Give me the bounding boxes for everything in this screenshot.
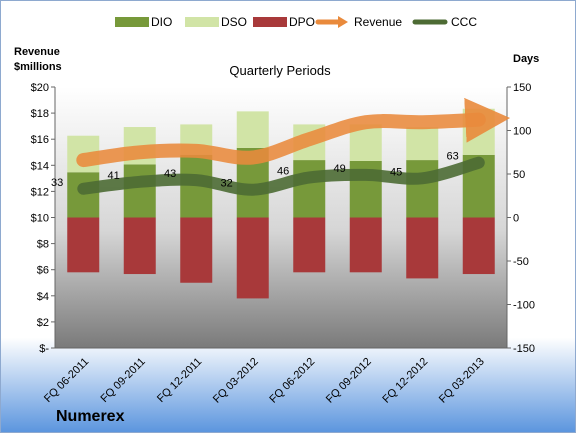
left-tick-label: $2 (37, 317, 49, 329)
legend-label: Revenue (354, 15, 402, 29)
dpo-bar (180, 217, 213, 283)
right-tick-label: -150 (513, 343, 535, 355)
ccc-data-label: 33 (51, 177, 63, 189)
legend-swatch (115, 17, 149, 27)
left-tick-label: $10 (31, 213, 49, 225)
left-axis-title-line: $millions (14, 61, 62, 73)
revenue-line (76, 97, 511, 168)
chart-title: Quarterly Periods (229, 63, 331, 78)
ccc-data-label: 63 (447, 151, 459, 163)
dpo-bar (462, 217, 495, 275)
legend-label: DIO (151, 15, 172, 29)
left-tick-label: $12 (31, 186, 49, 198)
ccc-data-label: 41 (108, 170, 120, 182)
left-tick-label: $- (39, 343, 49, 355)
ccc-data-label: 49 (334, 163, 346, 175)
right-tick-label: 0 (513, 213, 519, 225)
ccc-line (77, 156, 485, 196)
dpo-bar (67, 217, 100, 273)
company-name: Numerex (56, 408, 125, 425)
left-tick-label: $16 (31, 134, 49, 146)
legend-label: DPO (289, 15, 315, 29)
right-tick-label: 100 (513, 126, 531, 138)
ccc-data-label: 32 (221, 178, 233, 190)
left-tick-label: $8 (37, 239, 49, 251)
right-tick-label: -50 (513, 256, 529, 268)
left-tick-label: $6 (37, 265, 49, 277)
left-tick-label: $18 (31, 108, 49, 120)
left-tick-label: $14 (31, 160, 49, 172)
left-axis-title: Revenue $millions (14, 46, 62, 73)
dpo-bar (349, 217, 382, 273)
dpo-bar (236, 217, 269, 299)
ccc-data-label: 46 (277, 165, 289, 177)
left-axis-title-line: Revenue (14, 46, 60, 58)
legend-label: CCC (451, 15, 477, 29)
left-tick-label: $20 (31, 82, 49, 94)
dpo-bar (406, 217, 439, 279)
dio-bar (123, 164, 156, 218)
dpo-bar (123, 217, 156, 275)
right-tick-label: 50 (513, 169, 525, 181)
right-tick-label: 150 (513, 82, 531, 94)
legend-swatch (253, 17, 287, 27)
dio-bar (406, 160, 439, 218)
right-axis: 150 100 50 0 -50 -100 -150 (506, 82, 535, 355)
ccc-series: 33 41 43 32 46 49 45 63 (51, 151, 485, 196)
right-tick-label: -100 (513, 300, 535, 312)
left-axis: $20 $18 $16 $14 $12 $10 $8 $6 $4 $2 $- (31, 82, 56, 355)
right-axis-title: Days (513, 53, 539, 65)
revenue-series (76, 97, 511, 168)
dpo-bar (293, 217, 326, 273)
left-tick-label: $4 (37, 291, 49, 303)
legend: DIO DSO DPO Revenue CCC (115, 15, 477, 29)
legend-label: DSO (221, 15, 247, 29)
legend-swatch (185, 17, 219, 27)
dso-bar (406, 127, 439, 161)
dio-bar (67, 172, 100, 218)
dio-bar (293, 160, 326, 218)
dso-bar (236, 111, 269, 148)
ccc-data-label: 43 (164, 168, 176, 180)
legend-swatch-arrowhead (338, 16, 348, 28)
ccc-data-label: 45 (390, 166, 402, 178)
